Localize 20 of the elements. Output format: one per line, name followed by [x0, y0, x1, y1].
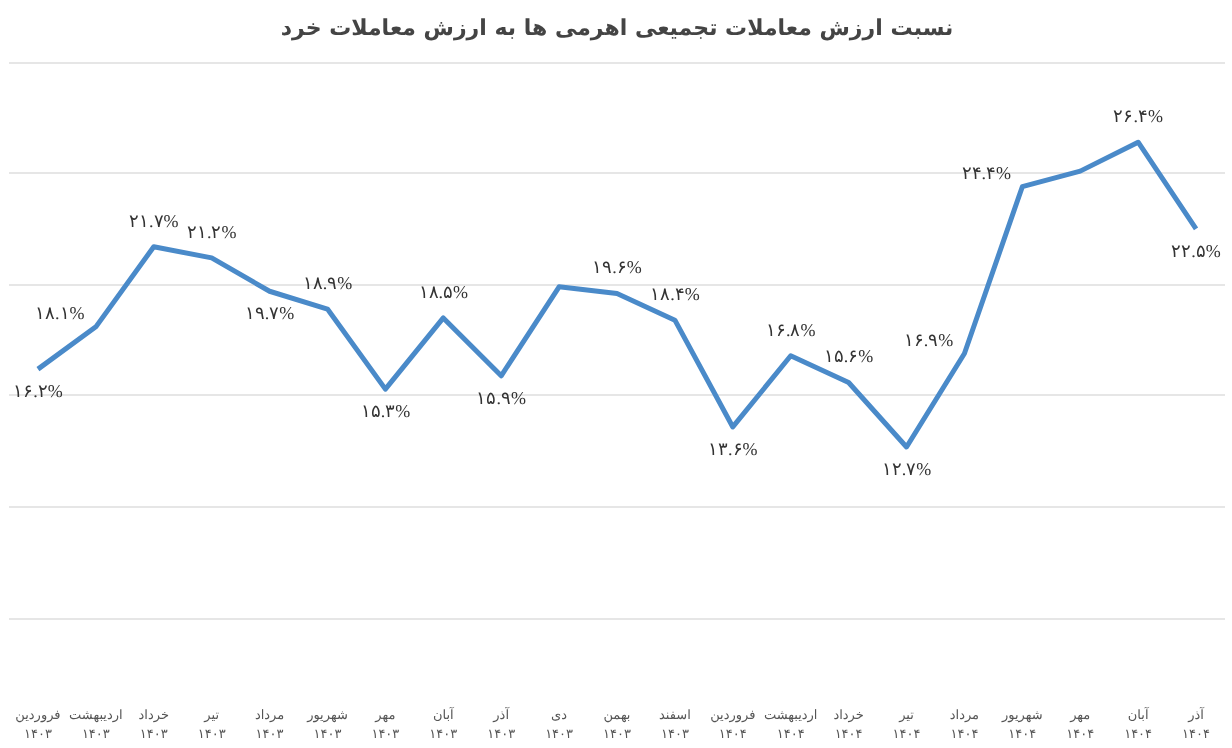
chart-title: نسبت ارزش معاملات تجمیعی اهرمی ها به ارزش معاملات خرد	[280, 15, 954, 41]
data-label: ۱۸.۱%	[35, 302, 86, 323]
data-label: ۱۶.۹%	[903, 329, 955, 350]
data-label: ۱۶.۸%	[765, 319, 817, 340]
data-label: ۱۳.۶%	[708, 438, 759, 459]
data-label: ۱۵.۹%	[476, 387, 527, 408]
data-label: ۲۶.۴%	[1113, 106, 1164, 127]
data-label: ۱۵.۶%	[823, 346, 875, 367]
data-label: ۲۱.۲%	[186, 221, 238, 242]
data-label: ۲۴.۴%	[961, 162, 1013, 183]
data-label: ۱۲.۷%	[881, 458, 933, 479]
data-label: ۲۲.۵%	[1171, 240, 1222, 261]
data-label: ۱۹.۷%	[244, 303, 296, 324]
data-label: ۱۸.۴%	[650, 284, 701, 305]
data-label: ۲۱.۷%	[129, 210, 180, 231]
data-label: ۱۹.۶%	[592, 257, 643, 278]
data-label: ۱۸.۵%	[418, 281, 470, 302]
data-label: ۱۸.۹%	[302, 273, 354, 294]
data-label: ۱۵.۳%	[360, 401, 412, 422]
data-label: ۱۶.۲%	[13, 381, 64, 402]
